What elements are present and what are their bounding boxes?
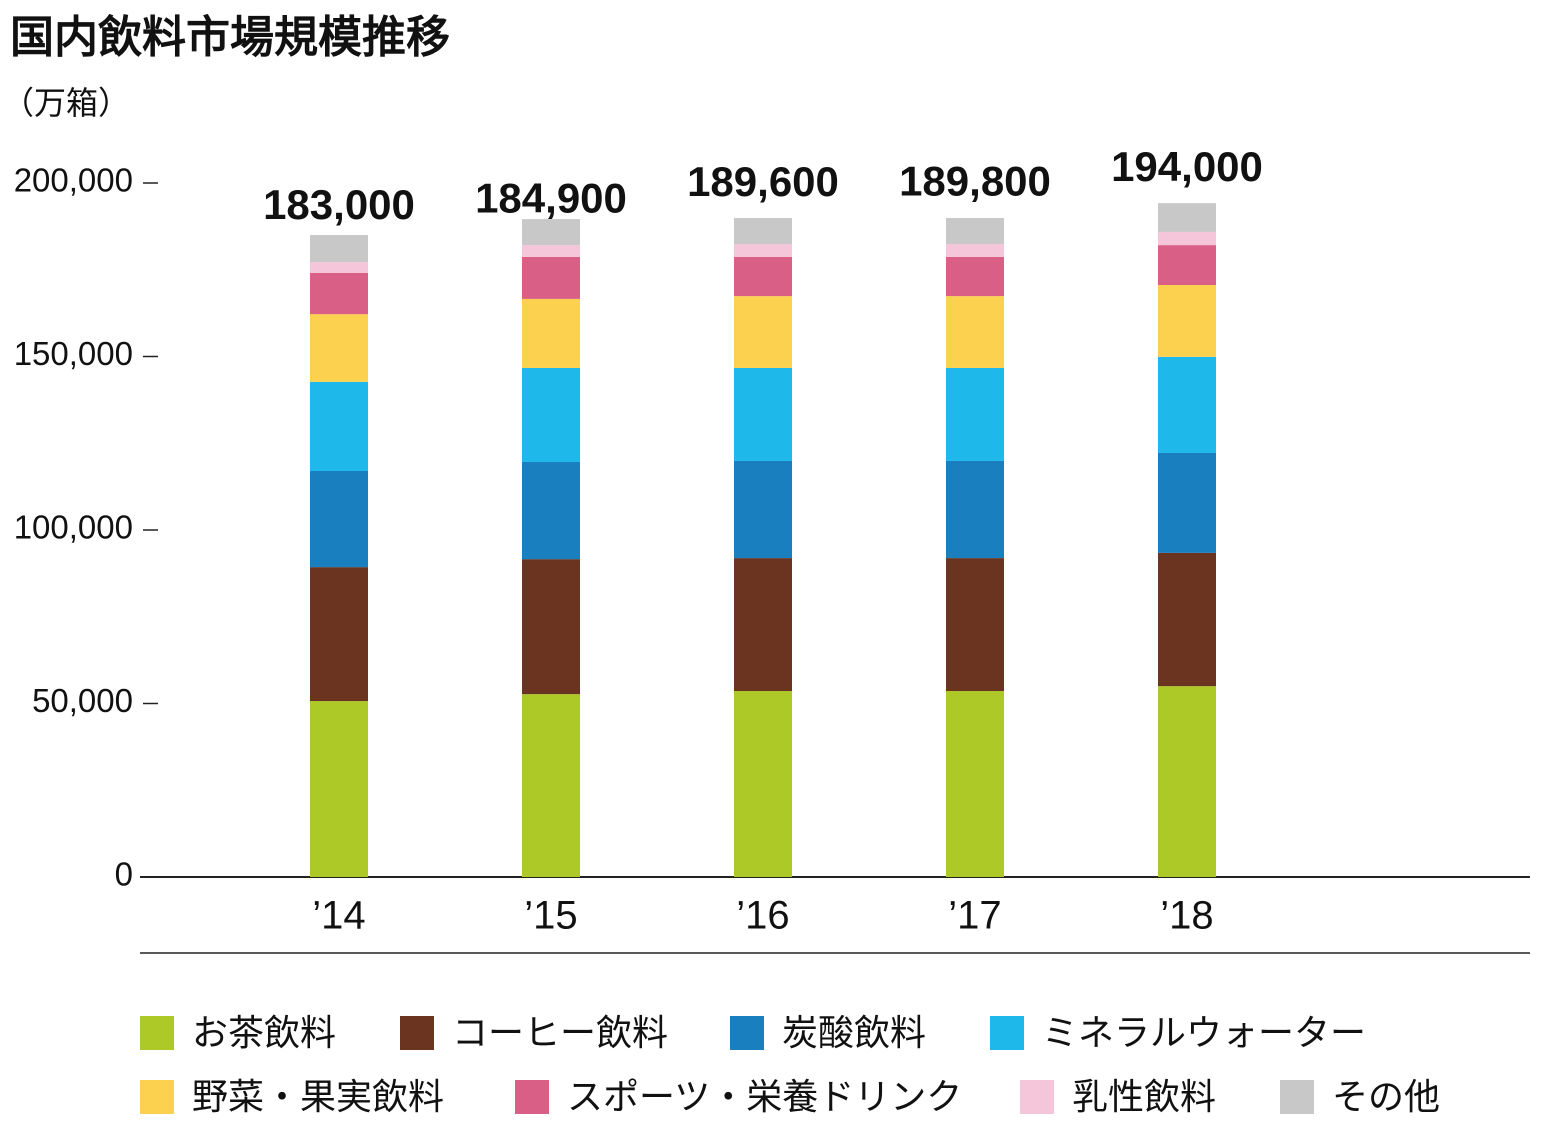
legend-swatch bbox=[140, 1080, 174, 1114]
bar-segment bbox=[310, 262, 368, 273]
bar-segment bbox=[522, 559, 580, 695]
legend-label: 野菜・果実飲料 bbox=[192, 1077, 444, 1118]
bar-segment bbox=[522, 367, 580, 462]
bar-segment bbox=[734, 558, 792, 692]
bar-segment bbox=[734, 296, 792, 368]
legend-swatch bbox=[1280, 1080, 1314, 1114]
x-tick-label: ’18 bbox=[1160, 894, 1213, 938]
y-axis-unit: （万箱） bbox=[2, 84, 130, 122]
bar-segment bbox=[946, 296, 1004, 368]
bar-segment bbox=[522, 461, 580, 560]
bar-segment bbox=[734, 256, 792, 297]
bar-segment bbox=[946, 460, 1004, 559]
bar-segment bbox=[734, 460, 792, 559]
y-tick-label: 100,000 bbox=[14, 509, 133, 546]
y-tick-label: 200,000 bbox=[14, 162, 133, 199]
legend-swatch bbox=[730, 1016, 764, 1050]
total-label: 183,000 bbox=[263, 181, 415, 228]
legend-label: 炭酸飲料 bbox=[782, 1013, 926, 1054]
legend-label: コーヒー飲料 bbox=[452, 1013, 668, 1054]
bar-segment bbox=[1158, 285, 1216, 357]
bar-segment bbox=[946, 558, 1004, 692]
bar-segment bbox=[946, 367, 1004, 461]
bar-segment bbox=[310, 381, 368, 472]
bar-segment bbox=[734, 244, 792, 257]
legend-swatch bbox=[990, 1016, 1024, 1050]
bar-segment bbox=[1158, 203, 1216, 232]
legend-swatch bbox=[1020, 1080, 1054, 1114]
bar-segment bbox=[734, 218, 792, 245]
bar-segment bbox=[1158, 552, 1216, 687]
legend-label: お茶飲料 bbox=[192, 1013, 336, 1054]
legend-swatch bbox=[140, 1016, 174, 1050]
bar-segment bbox=[1158, 452, 1216, 553]
bar-segment bbox=[522, 219, 580, 246]
legend-label: その他 bbox=[1332, 1077, 1440, 1118]
bar-segment bbox=[1158, 356, 1216, 453]
bar-segment bbox=[1158, 245, 1216, 286]
total-label: 194,000 bbox=[1111, 143, 1263, 190]
bar-segment bbox=[946, 256, 1004, 297]
legend-label: スポーツ・栄養ドリンク bbox=[567, 1077, 962, 1118]
total-label: 189,600 bbox=[687, 158, 839, 205]
x-tick-label: ’15 bbox=[524, 894, 577, 938]
legend-label: ミネラルウォーター bbox=[1042, 1013, 1366, 1054]
bar-segment bbox=[734, 691, 792, 877]
bar-segment bbox=[310, 471, 368, 568]
x-tick-label: ’17 bbox=[948, 894, 1001, 938]
bar-segment bbox=[310, 235, 368, 263]
bar-segment bbox=[310, 701, 368, 877]
legend-swatch bbox=[400, 1016, 434, 1050]
bar-segment bbox=[522, 298, 580, 368]
bar-segment bbox=[1158, 231, 1216, 246]
x-tick-label: ’16 bbox=[736, 894, 789, 938]
bar-segment bbox=[310, 272, 368, 315]
bar-segment bbox=[1158, 686, 1216, 877]
legend-label: 乳性飲料 bbox=[1072, 1077, 1216, 1118]
x-tick-label: ’14 bbox=[312, 894, 365, 938]
bar-segment bbox=[310, 567, 368, 702]
total-label: 184,900 bbox=[475, 174, 627, 221]
bar-segment bbox=[522, 245, 580, 257]
chart-title: 国内飲料市場規模推移 bbox=[10, 12, 450, 63]
bar-segment bbox=[946, 244, 1004, 257]
bar-segment bbox=[310, 314, 368, 382]
total-label: 189,800 bbox=[899, 157, 1051, 204]
bar-segment bbox=[522, 694, 580, 877]
bar-segment bbox=[946, 691, 1004, 877]
y-tick-label: 50,000 bbox=[32, 682, 133, 719]
y-tick-label: 0 bbox=[115, 856, 133, 893]
bar-segment bbox=[734, 367, 792, 461]
legend-swatch bbox=[515, 1080, 549, 1114]
bar-segment bbox=[522, 256, 580, 299]
bar-segment bbox=[946, 218, 1004, 245]
y-tick-label: 150,000 bbox=[14, 335, 133, 372]
